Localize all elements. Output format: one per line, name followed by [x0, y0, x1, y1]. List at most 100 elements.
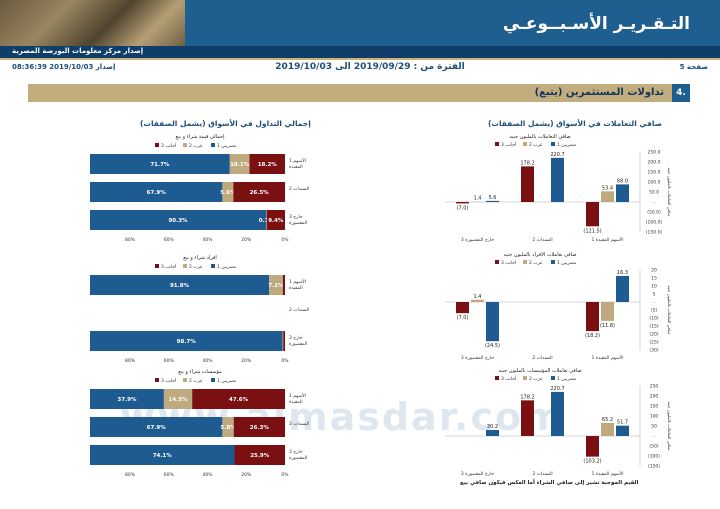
data-label: 5.6%	[220, 190, 236, 196]
report-header: التـقـريـر الأسـبــوعـي إصدار مركز معلوم…	[0, 0, 720, 60]
bar	[586, 302, 599, 332]
bar	[471, 299, 484, 302]
tick-label: 10	[651, 284, 657, 290]
category-label: الأسهم 1	[289, 157, 306, 164]
bar	[456, 302, 469, 314]
bar	[616, 425, 629, 436]
legend-label: عرب 2	[189, 264, 203, 270]
bar-segment	[233, 182, 285, 202]
bar	[601, 191, 614, 202]
tick-label: 20	[651, 268, 657, 274]
data-label: 18.2%	[258, 162, 278, 168]
legend-swatch	[183, 378, 187, 382]
data-label: 1.4	[474, 294, 482, 300]
section-banner: 4. تداولات المستثمرين (يتبع)	[28, 84, 690, 102]
category-label: السندات 2	[289, 421, 309, 427]
tick-label: -	[653, 201, 655, 206]
bar	[551, 391, 564, 436]
tick-label: (15)	[649, 324, 658, 330]
legend-swatch	[211, 378, 215, 382]
tick-label: 200	[650, 394, 659, 400]
category-label: المقيدة	[289, 286, 303, 291]
data-label: 30.2	[487, 424, 498, 430]
period-range: الفترة من : 2019/09/29 الى 2019/10/03	[275, 62, 465, 72]
tick-label: (5)	[651, 308, 658, 314]
data-label: 37.9%	[117, 397, 137, 403]
tick-label: 60%	[164, 237, 175, 243]
legend-label: مصريين 1	[217, 264, 237, 270]
data-label: 0.3%	[259, 218, 275, 224]
legend-label: عرب 2	[189, 378, 203, 384]
data-label: 25.9%	[250, 453, 270, 459]
category-label: المقصورة	[289, 456, 307, 461]
bar-segment	[90, 275, 270, 295]
tick-label: 0%	[281, 237, 289, 243]
legend-swatch	[523, 260, 527, 264]
legend-swatch	[211, 264, 215, 268]
bar	[486, 200, 499, 202]
data-label: (103.2)	[583, 459, 601, 465]
legend-swatch	[495, 260, 499, 264]
bar-segment	[90, 210, 267, 230]
issue-timestamp: إصدار 2019/10/03 08:36:39	[12, 63, 116, 71]
report-subtitle: إصدار مركز معلومات البورصة المصرية	[12, 47, 144, 55]
section-title: تداولات المستثمرين (يتبع)	[534, 87, 664, 98]
legend-label: مصريين 1	[557, 376, 577, 382]
bar-segment	[90, 331, 283, 351]
data-label: 65.2	[602, 417, 613, 423]
legend-label: مصريين 1	[557, 142, 577, 148]
bar-segment	[222, 182, 234, 202]
chart-title: صافي التعاملات بالمليون جنيه	[509, 134, 570, 140]
report-title: التـقـريـر الأسـبــوعـي	[502, 14, 690, 34]
page-number: صفحة 5	[679, 63, 708, 71]
individuals-trading-chart: افراد شراء و بيع أجانب 3 عرب 2 مصريين 1 91.8…	[90, 255, 309, 363]
tick-label: 20%	[241, 358, 252, 363]
tick-label: 80%	[125, 358, 136, 363]
legend-label: عرب 2	[529, 142, 543, 148]
bar	[601, 302, 614, 321]
legend-swatch	[155, 143, 159, 147]
bar	[456, 202, 469, 204]
category-label: الأسهم 1	[289, 392, 306, 399]
legend-label: مصريين 1	[557, 260, 577, 266]
data-label: 220.7	[550, 386, 564, 392]
bar-segment	[90, 445, 235, 465]
data-label: 14.5%	[168, 397, 188, 403]
tick-label: -	[653, 435, 655, 440]
bar	[551, 157, 564, 202]
tick-label: 100	[650, 414, 659, 420]
bar-segment	[249, 154, 285, 174]
category-label: المقصورة	[289, 342, 307, 347]
tick-label: (150)	[648, 464, 660, 470]
tick-label: 20%	[241, 237, 252, 243]
data-label: 90.3%	[168, 218, 188, 224]
data-label: 53.4	[602, 185, 613, 191]
legend-label: عرب 2	[189, 143, 203, 149]
chart-title: مؤسسات شراء و بيع	[178, 369, 222, 375]
category-label: السندات 2	[532, 237, 552, 243]
data-label: 26.3%	[250, 425, 270, 431]
tick-label: (50.0)	[647, 210, 661, 216]
tick-label: 40%	[202, 358, 213, 363]
legend-swatch	[211, 143, 215, 147]
bar-segment	[266, 210, 285, 230]
chart-title: صافي تعاملات الافراد بالمليون جنيه	[504, 252, 577, 258]
category-label: المقيدة	[289, 400, 303, 405]
category-label: خارج المقصورة 3	[461, 471, 494, 477]
section-number: 4.	[672, 84, 690, 102]
category-label: السندات 2	[289, 307, 309, 313]
data-label: 71.7%	[150, 162, 170, 168]
legend-swatch	[495, 376, 499, 380]
tick-label: 0%	[281, 358, 289, 363]
data-label: 10.1%	[230, 162, 250, 168]
bar-segment	[229, 154, 250, 174]
tick-label: 50.0	[649, 190, 659, 196]
data-label: (18.2)	[585, 333, 600, 339]
data-label: 26.5%	[250, 190, 270, 196]
data-label: 74.1%	[153, 453, 173, 459]
data-label: (11.8)	[600, 323, 615, 329]
bar-segment	[269, 275, 283, 295]
category-label: السندات 2	[532, 355, 552, 361]
tick-label: 60%	[164, 358, 175, 363]
legend-swatch	[523, 142, 527, 146]
